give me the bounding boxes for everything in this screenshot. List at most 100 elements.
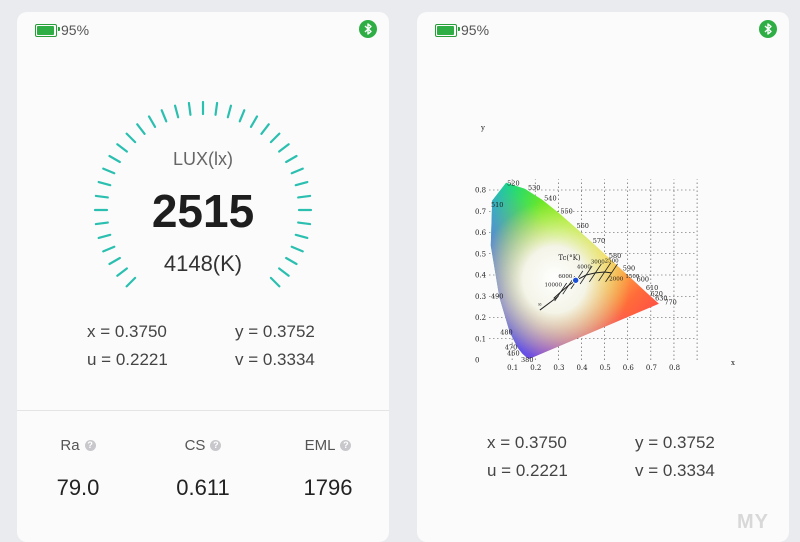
- wavelength-label: 570: [593, 237, 605, 245]
- gauge-tick: [108, 256, 121, 266]
- measured-point: [572, 276, 580, 284]
- wavelength-label: 630: [655, 294, 667, 302]
- wavelength-label: 620: [651, 290, 663, 298]
- gauge-tick: [187, 101, 192, 116]
- watermark: MY: [737, 511, 769, 533]
- gauge-tick: [290, 167, 304, 175]
- y-axis-label: y: [480, 124, 485, 132]
- wavelength-label: 580: [609, 252, 621, 260]
- y-tick-label: 0.2: [475, 314, 486, 322]
- gauge-tick: [269, 132, 281, 144]
- battery-status: 95%: [35, 22, 89, 38]
- gauge-tick: [94, 194, 109, 199]
- wavelength-label: 550: [560, 207, 572, 215]
- gauge-tick: [269, 276, 281, 288]
- metric-label: EML: [304, 437, 336, 454]
- gauge-tick: [285, 154, 298, 164]
- x-tick-label: 0.1: [507, 364, 518, 370]
- x-value: x = 0.3750: [87, 322, 167, 341]
- battery-status: 95%: [435, 22, 489, 38]
- cct-label: 3000: [591, 259, 605, 265]
- metric-value: 0.611: [176, 475, 230, 500]
- lux-value: 2515: [151, 185, 255, 237]
- x-tick-label: 0.8: [669, 364, 680, 370]
- gauge-tick: [278, 143, 290, 153]
- wavelength-label: 470: [505, 343, 517, 351]
- help-icon[interactable]: ?: [84, 440, 96, 451]
- gauge-tick: [108, 154, 121, 164]
- gauge-tick: [125, 132, 137, 144]
- y-tick-label: 0.8: [475, 187, 486, 195]
- wavelength-label: 590: [623, 265, 635, 273]
- x-tick-label: 0.7: [646, 364, 657, 370]
- gauge-tick: [285, 256, 298, 266]
- wavelength-label: 510: [491, 201, 503, 209]
- metric-ra: Ra? 79.0: [23, 437, 133, 501]
- cct-label: 2000: [609, 276, 623, 282]
- wavelength-label: 530: [528, 184, 540, 192]
- wavelength-label: 560: [577, 222, 589, 230]
- y-value: y = 0.3752: [635, 433, 715, 452]
- isotherm-line: [589, 263, 602, 283]
- battery-icon: [435, 23, 460, 37]
- lux-card: 95% LUX(lx) 2515 4148(K) x = 0.3750 y = …: [17, 12, 389, 542]
- isotherm-line: [598, 262, 611, 282]
- gauge-tick: [102, 245, 116, 253]
- x-tick-label: 0.2: [530, 364, 541, 370]
- wavelength-label: 540: [544, 195, 556, 203]
- x-tick-label: 0.6: [623, 364, 635, 370]
- cct-label: 6000: [558, 274, 572, 280]
- metric-value: 79.0: [56, 475, 100, 500]
- isotherm-line: [605, 263, 618, 283]
- help-icon[interactable]: ?: [340, 440, 352, 451]
- wavelength-label: 520: [507, 180, 519, 188]
- help-icon[interactable]: ?: [210, 440, 222, 451]
- lux-label: LUX(lx): [172, 149, 233, 169]
- gauge-tick: [297, 221, 312, 226]
- wavelength-label: 380: [521, 356, 533, 364]
- cct-value: 4148(K): [163, 251, 243, 276]
- metric-cs: CS? 0.611: [148, 437, 258, 501]
- wavelength-label: 480: [500, 328, 512, 336]
- gauge-tick: [97, 233, 112, 240]
- y-tick-label: 0.5: [475, 250, 486, 258]
- gauge-tick: [102, 167, 116, 175]
- gauge-tick: [147, 115, 157, 128]
- planckian-locus: [539, 295, 559, 311]
- gauge-tick: [297, 194, 312, 199]
- battery-percent: 95%: [61, 22, 90, 38]
- x-value: x = 0.3750: [487, 433, 567, 452]
- cie-diagram: 0.8 0.7 0.6 0.5 0.4 0.3 0.2 0.1 0 0.1 0.2 0.3 0.4 0.5…: [475, 124, 735, 370]
- wavelength-label: 610: [646, 284, 658, 292]
- v-value: v = 0.3334: [235, 350, 315, 369]
- x-tick-label: 0.3: [553, 364, 564, 370]
- gauge-tick: [125, 276, 137, 288]
- wavelength-label: 600: [637, 275, 649, 283]
- metric-label: CS: [184, 437, 206, 454]
- chromaticity-values: x = 0.3750 y = 0.3752 u = 0.2221 v = 0.3…: [487, 433, 737, 481]
- gauge-tick: [226, 104, 233, 119]
- gauge-tick: [249, 115, 259, 128]
- u-value: u = 0.2221: [487, 461, 568, 480]
- gauge-tick: [160, 109, 168, 123]
- gauge-tick: [238, 109, 246, 123]
- chromaticity-values: x = 0.3750 y = 0.3752 u = 0.2221 v = 0.3…: [87, 322, 327, 370]
- gauge-tick: [173, 104, 180, 119]
- gauge-tick: [94, 221, 109, 226]
- gauge-tick: [294, 233, 309, 240]
- x-axis-label: x: [731, 359, 735, 367]
- metric-label: Ra: [60, 437, 80, 454]
- y-value: y = 0.3752: [235, 322, 315, 341]
- wavelength-label: 460: [507, 350, 519, 358]
- bluetooth-icon[interactable]: [759, 20, 777, 38]
- gauge-tick: [214, 101, 219, 116]
- y-tick-label: 0.1: [475, 335, 486, 343]
- battery-icon: [35, 23, 60, 37]
- wavelength-label: 490: [491, 292, 503, 300]
- cct-label: 4000: [577, 265, 591, 271]
- gauge-tick: [136, 123, 146, 135]
- x-tick-label: 0.5: [600, 364, 611, 370]
- gauge-tick: [116, 267, 128, 277]
- cct-label: 2500: [605, 258, 619, 264]
- bluetooth-icon[interactable]: [359, 20, 377, 38]
